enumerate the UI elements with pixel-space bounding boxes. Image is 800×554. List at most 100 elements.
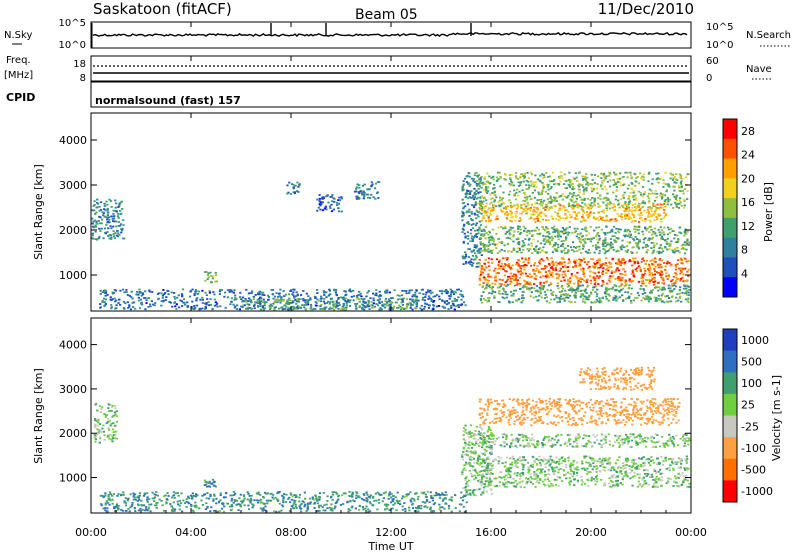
heatmap-cell — [610, 270, 614, 273]
heatmap-cell — [93, 204, 96, 206]
heatmap-cell — [507, 242, 510, 245]
heatmap-cell — [441, 499, 445, 502]
heatmap-cell — [605, 215, 608, 217]
heatmap-cell — [557, 183, 560, 185]
heatmap-cell — [478, 283, 481, 286]
heatmap-cell — [633, 209, 636, 212]
heatmap-cell — [680, 277, 683, 280]
heatmap-cell — [472, 250, 475, 253]
heatmap-cell — [117, 493, 120, 495]
heatmap-cell — [509, 266, 512, 269]
heatmap-cell — [109, 298, 112, 301]
heatmap-cell — [143, 509, 146, 512]
heatmap-cell — [539, 251, 542, 254]
heatmap-cell — [116, 215, 120, 217]
heatmap-cell — [614, 173, 617, 176]
heatmap-cell — [377, 498, 381, 501]
heatmap-cell — [531, 229, 534, 232]
heatmap-cell — [533, 248, 536, 250]
heatmap-cell — [563, 299, 566, 302]
heatmap-cell — [513, 289, 516, 292]
heatmap-cell — [528, 217, 531, 220]
heatmap-cell — [447, 302, 450, 305]
heatmap-cell — [536, 251, 539, 253]
heatmap-cell — [641, 219, 644, 222]
heatmap-cell — [252, 298, 255, 300]
heatmap-cell — [501, 262, 504, 265]
heatmap-cell — [582, 186, 585, 188]
heatmap-cell — [479, 205, 482, 207]
heatmap-cell — [534, 289, 537, 292]
heatmap-cell — [581, 215, 584, 218]
heatmap-cell — [567, 203, 570, 206]
heatmap-cell — [683, 241, 686, 244]
heatmap-cell — [457, 306, 460, 308]
heatmap-cell — [94, 403, 97, 406]
heatmap-cell — [566, 216, 569, 219]
heatmap-cell — [512, 234, 515, 236]
freq-left-label: Freq. — [6, 55, 31, 66]
heatmap-cell — [569, 214, 572, 216]
heatmap-cell — [592, 276, 595, 278]
heatmap-cell — [613, 225, 616, 228]
heatmap-cell — [478, 182, 481, 185]
heatmap-cell — [439, 497, 442, 499]
heatmap-cell — [363, 191, 366, 194]
heatmap-cell — [474, 234, 477, 236]
heatmap-cell — [634, 197, 637, 199]
heatmap-cell — [533, 213, 536, 216]
heatmap-cell — [526, 288, 529, 290]
heatmap-cell — [605, 297, 608, 300]
heatmap-cell — [235, 308, 238, 310]
heatmap-cell — [630, 301, 633, 304]
heatmap-cell — [538, 261, 541, 264]
heatmap-cell — [369, 502, 372, 505]
heatmap-cell — [464, 193, 467, 195]
heatmap-cell — [547, 239, 550, 241]
heatmap-cell — [520, 204, 523, 207]
heatmap-cell — [480, 176, 483, 178]
heatmap-cell — [642, 274, 645, 276]
heatmap-cell — [363, 494, 366, 497]
heatmap-cell — [525, 231, 529, 233]
heatmap-cell — [658, 234, 661, 236]
heatmap-cell — [505, 296, 508, 299]
heatmap-cell — [271, 496, 274, 499]
heatmap-cell — [448, 297, 451, 300]
heatmap-cell — [233, 289, 236, 292]
heatmap-cell — [631, 271, 634, 273]
heatmap-cell — [445, 303, 449, 306]
heatmap-cell — [611, 230, 614, 233]
heatmap-cell — [304, 308, 308, 311]
heatmap-cell — [160, 304, 163, 307]
heatmap-cell — [186, 306, 189, 308]
heatmap-cell — [199, 298, 202, 301]
heatmap-cell — [103, 297, 106, 300]
noise-sky-trace — [92, 31, 688, 37]
heatmap-cell — [173, 301, 176, 304]
heatmap-cell — [558, 275, 561, 278]
heatmap-cell — [575, 235, 578, 238]
heatmap-cell — [589, 226, 592, 228]
heatmap-cell — [517, 230, 520, 233]
heatmap-cell — [292, 300, 295, 303]
heatmap-cell — [573, 187, 576, 190]
heatmap-cell — [115, 202, 118, 205]
heatmap-cell — [257, 302, 260, 305]
heatmap-cell — [526, 282, 529, 285]
heatmap-cell — [215, 303, 218, 306]
heatmap-cell — [149, 303, 152, 306]
heatmap-cell — [261, 510, 264, 512]
heatmap-cell — [576, 206, 580, 208]
heatmap-cell — [102, 430, 105, 433]
heatmap-cell — [508, 301, 511, 304]
heatmap-cell — [575, 176, 578, 179]
heatmap-cell — [436, 493, 439, 495]
heatmap-cell — [108, 403, 111, 406]
heatmap-cell — [687, 294, 690, 296]
heatmap-cell — [550, 239, 554, 242]
heatmap-cell — [491, 282, 494, 285]
heatmap-cell — [464, 253, 467, 256]
heatmap-cell — [428, 297, 431, 300]
heatmap-cell — [542, 267, 545, 270]
